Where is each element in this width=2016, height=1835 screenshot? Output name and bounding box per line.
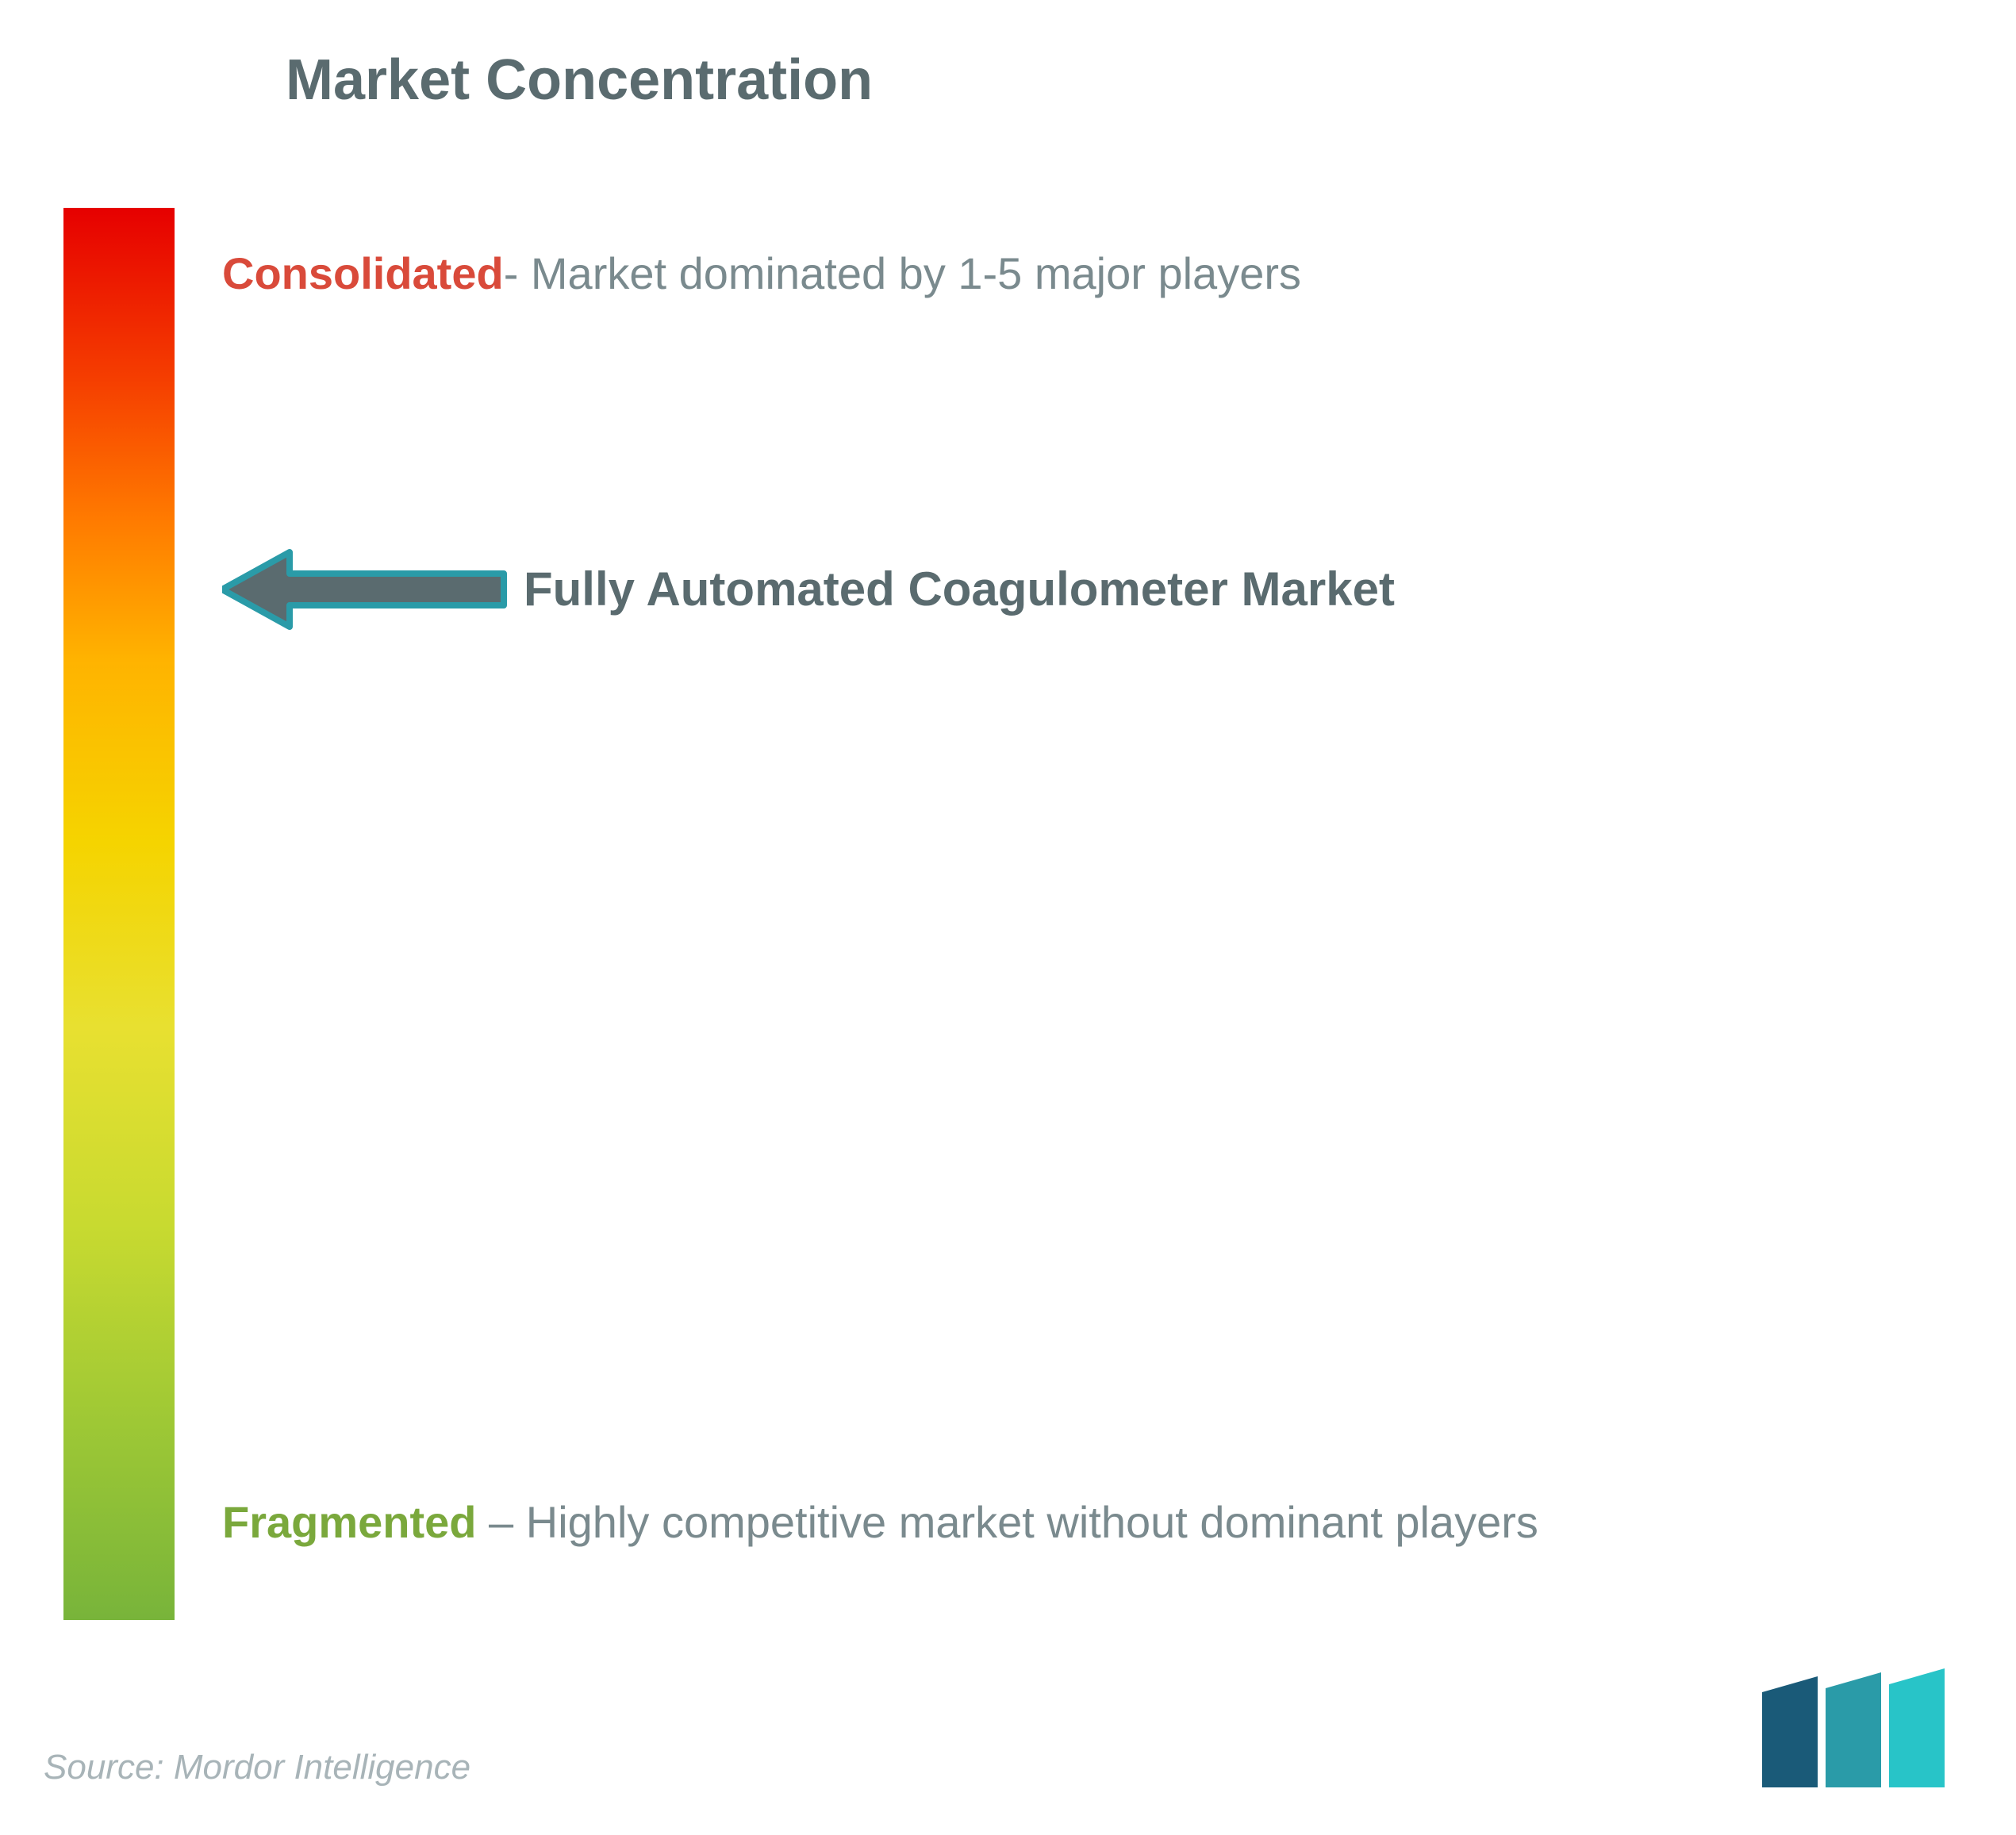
consolidated-description: Market dominated by 1-5 major players: [531, 248, 1301, 298]
market-pointer: Fully Automated Coagulometer Market: [222, 546, 1395, 633]
footer: Source: Mordor Intelligence: [44, 1668, 1953, 1787]
consolidated-label: Consolidated- Market dominated by 1-5 ma…: [222, 232, 1301, 316]
fragmented-separator: –: [477, 1497, 526, 1547]
chart-title: Market Concentration: [286, 48, 1976, 113]
mordor-logo-icon: [1754, 1668, 1953, 1787]
source-attribution: Source: Mordor Intelligence: [44, 1748, 470, 1787]
consolidated-key: Consolidated: [222, 248, 504, 298]
fragmented-label: Fragmented – Highly competitive market w…: [222, 1480, 1538, 1564]
consolidated-separator: -: [504, 248, 531, 298]
fragmented-key: Fragmented: [222, 1497, 477, 1547]
market-name-label: Fully Automated Coagulometer Market: [524, 562, 1395, 616]
fragmented-description: Highly competitive market without domina…: [526, 1497, 1538, 1547]
content-area: Consolidated- Market dominated by 1-5 ma…: [63, 208, 1976, 1620]
arrow-left-icon: [222, 546, 508, 633]
labels-column: Consolidated- Market dominated by 1-5 ma…: [222, 208, 1976, 1620]
concentration-gradient-bar: [63, 208, 175, 1620]
